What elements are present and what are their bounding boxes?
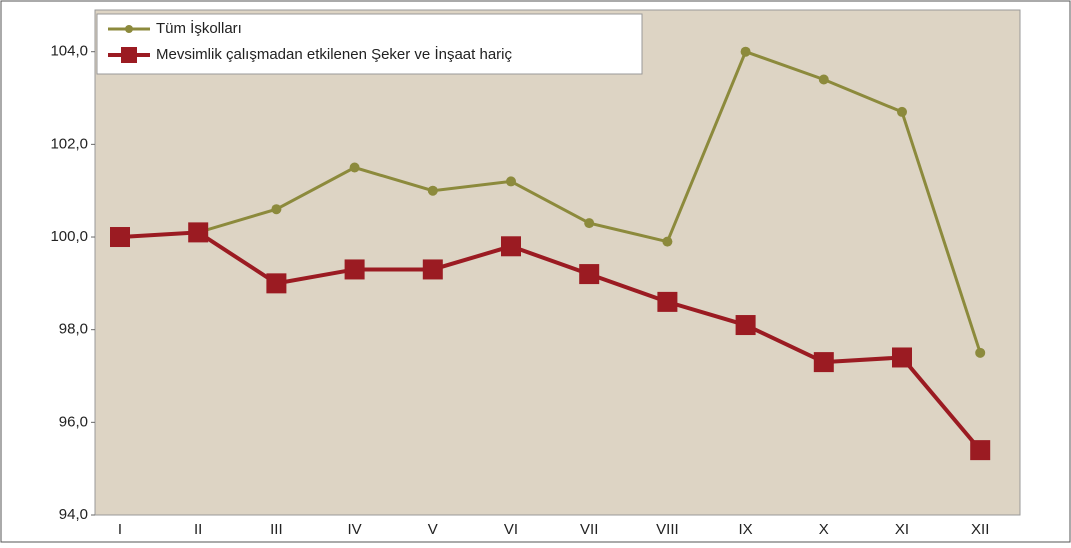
legend-box — [96, 13, 643, 75]
marker — [579, 264, 600, 285]
y-tick-label: 104,0 — [50, 43, 88, 60]
y-tick-label: 94,0 — [59, 506, 88, 523]
x-tick-label: III — [270, 521, 283, 538]
marker — [892, 347, 912, 368]
legend-marker — [121, 47, 137, 63]
x-tick-label: V — [428, 521, 438, 538]
marker — [970, 440, 991, 461]
marker — [584, 218, 595, 229]
marker — [344, 259, 365, 280]
x-tick-label: XII — [971, 521, 989, 538]
marker — [657, 291, 678, 312]
marker — [110, 227, 130, 248]
x-tick-label: VI — [504, 521, 518, 538]
series-line — [119, 49, 982, 354]
x-tick-label: XI — [895, 521, 909, 538]
x-tick-label: II — [194, 521, 202, 538]
marker — [662, 236, 673, 247]
legend-label: Tüm İşkolları — [156, 19, 242, 37]
x-tick-label: I — [118, 521, 122, 538]
y-tick-label: 100,0 — [50, 228, 88, 245]
x-tick-label: IV — [348, 521, 362, 538]
marker — [349, 162, 360, 173]
marker — [188, 222, 209, 243]
legend-marker — [125, 25, 133, 33]
x-tick-label: VII — [580, 521, 598, 538]
marker — [501, 236, 521, 257]
marker — [735, 315, 756, 336]
marker — [740, 46, 751, 57]
x-tick-label: IX — [739, 521, 753, 538]
y-tick-label: 98,0 — [59, 321, 88, 338]
y-tick-label: 102,0 — [50, 135, 88, 152]
y-tick-label: 96,0 — [59, 413, 88, 430]
marker — [897, 106, 907, 117]
marker — [975, 347, 986, 358]
x-tick-label: VIII — [656, 521, 679, 538]
marker — [427, 185, 438, 196]
marker — [813, 352, 834, 373]
marker — [271, 204, 282, 215]
marker — [266, 273, 287, 294]
series-line — [119, 230, 982, 452]
marker — [506, 176, 516, 187]
x-tick-label: X — [819, 521, 829, 538]
legend-label: Mevsimlik çalışmadan etkilenen Şeker ve … — [156, 45, 512, 63]
marker — [818, 74, 829, 85]
marker — [422, 259, 443, 280]
